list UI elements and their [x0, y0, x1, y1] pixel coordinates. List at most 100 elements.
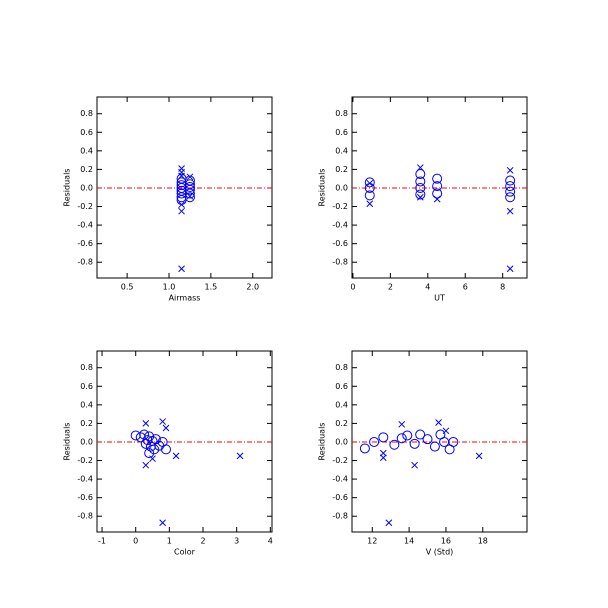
point-circle	[130, 430, 141, 441]
y-tick-label: -0.2	[332, 456, 348, 465]
y-tick-label: -0.4	[77, 221, 93, 230]
point-circle	[415, 176, 426, 187]
y-tick-label: 0.0	[80, 183, 93, 192]
y-tick-label: -0.6	[77, 239, 93, 248]
point-cross	[435, 419, 442, 426]
y-tick-label: -0.6	[77, 493, 93, 502]
point-cross	[433, 195, 441, 203]
y-tick-label: -0.4	[332, 221, 348, 230]
point-circle	[135, 432, 146, 443]
point-circle	[422, 434, 433, 445]
y-tick-label: 0.4	[335, 146, 348, 155]
x-tick-label: 2	[200, 537, 205, 546]
point-cross	[186, 173, 194, 181]
point-cross	[442, 427, 450, 435]
x-tick-label: 0	[133, 537, 138, 546]
point-circle	[364, 190, 375, 201]
y-tick-label: 0.4	[80, 400, 93, 409]
point-cross	[416, 193, 424, 201]
point-circle	[415, 189, 426, 200]
x-tick-label: 1.5	[205, 283, 218, 292]
x-tick-label: 6	[463, 283, 468, 292]
x-tick-label: 0.5	[121, 283, 134, 292]
point-cross	[142, 420, 150, 427]
y-tick-label: 0.2	[335, 165, 348, 174]
point-cross	[506, 166, 514, 174]
x-tick-label: 2	[388, 283, 393, 292]
y-tick-label: 0.6	[80, 128, 93, 137]
x-tick-label: 18	[478, 537, 488, 546]
point-circle	[415, 429, 426, 440]
y-tick-label: 0.8	[80, 363, 93, 372]
x-tick-label: 4	[425, 283, 430, 292]
y-tick-label: -0.2	[332, 202, 348, 211]
point-cross	[149, 455, 156, 463]
y-tick-label: -0.6	[332, 239, 348, 248]
point-cross	[398, 420, 406, 428]
x-axis-label: UT	[434, 294, 445, 303]
point-circle	[144, 448, 155, 459]
point-circle	[150, 434, 161, 445]
point-circle	[505, 192, 516, 203]
point-circle	[429, 441, 440, 452]
y-tick-label: 0.8	[335, 109, 348, 118]
y-tick-label: -0.2	[77, 202, 93, 211]
y-axis-label: Residuals	[63, 169, 72, 207]
point-cross	[142, 461, 150, 469]
point-circle	[364, 177, 375, 188]
point-circle	[415, 182, 426, 193]
x-tick-label: 3	[234, 537, 239, 546]
x-tick-label: 0	[350, 283, 355, 292]
point-circle	[184, 184, 195, 195]
panel: -0.8 -0.6 -0.4 -0.2 0.0 0.2 0.4 0.6 0.8 0.5 1.0 1.5…	[63, 96, 273, 303]
y-tick-label: 0.0	[335, 437, 348, 446]
x-tick-label: 2.0	[246, 283, 259, 292]
y-tick-label: 0.6	[335, 128, 348, 137]
x-tick-label: 16	[441, 537, 451, 546]
y-tick-label: 0.0	[335, 183, 348, 192]
point-circle	[139, 429, 150, 440]
point-circle	[432, 188, 443, 199]
point-circle	[505, 186, 516, 197]
point-cross	[159, 519, 166, 527]
point-cross	[159, 418, 166, 425]
point-cross	[385, 519, 393, 527]
point-cross	[506, 265, 514, 273]
point-cross	[366, 200, 374, 208]
point-circle	[359, 443, 370, 454]
panel: -0.8 -0.6 -0.4 -0.2 0.0 0.2 0.4 0.6 0.8 0 2 4 6 8 UT Re…	[318, 96, 528, 303]
point-circle	[176, 192, 187, 203]
y-tick-label: 0.6	[80, 382, 93, 391]
x-tick-label: 1.0	[163, 283, 176, 292]
point-circle	[415, 169, 426, 180]
point-cross	[236, 452, 244, 460]
point-circle	[184, 188, 195, 199]
y-tick-label: -0.8	[77, 258, 93, 267]
x-axis-label: Airmass	[169, 294, 201, 303]
y-tick-label: 0.2	[80, 165, 93, 174]
point-cross	[178, 207, 185, 215]
y-tick-label: -0.2	[77, 456, 93, 465]
point-cross	[178, 201, 185, 209]
point-circle	[160, 444, 171, 455]
x-tick-label: 14	[404, 537, 414, 546]
point-cross	[366, 179, 374, 187]
y-tick-label: -0.8	[332, 512, 348, 521]
point-cross	[178, 172, 185, 180]
x-tick-label: 8	[500, 283, 505, 292]
point-circle	[448, 436, 459, 447]
y-tick-label: 0.0	[80, 437, 93, 446]
panel: -0.8 -0.6 -0.4 -0.2 0.0 0.2 0.4 0.6 0.8 -1 0 1 2 3 4 Co…	[63, 350, 273, 557]
point-cross	[178, 265, 185, 273]
point-circle	[505, 175, 516, 186]
point-cross	[172, 452, 180, 460]
point-circle	[145, 441, 156, 452]
y-tick-label: -0.8	[332, 258, 348, 267]
y-axis-label: Residuals	[63, 423, 72, 461]
x-axis-label: Color	[174, 548, 196, 557]
point-cross	[162, 424, 170, 432]
point-cross	[475, 452, 483, 460]
y-tick-label: -0.8	[77, 512, 93, 521]
x-tick-label: 1	[167, 537, 172, 546]
